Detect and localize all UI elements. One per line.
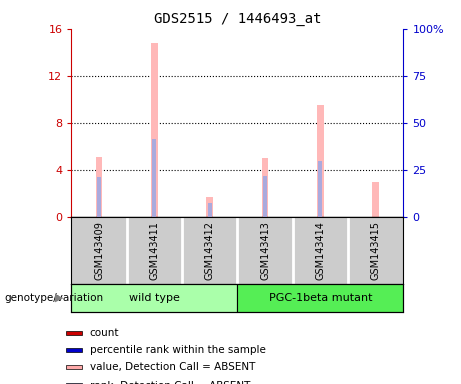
- Text: PGC-1beta mutant: PGC-1beta mutant: [269, 293, 372, 303]
- Bar: [263, 176, 267, 217]
- Text: rank, Detection Call = ABSENT: rank, Detection Call = ABSENT: [89, 381, 250, 384]
- Bar: [66, 331, 82, 336]
- Bar: [66, 383, 82, 384]
- Bar: [153, 139, 156, 217]
- Text: count: count: [89, 328, 119, 338]
- Text: GSM143412: GSM143412: [205, 221, 215, 280]
- Bar: [208, 203, 212, 217]
- Bar: [207, 197, 213, 217]
- Bar: [96, 157, 102, 217]
- Bar: [237, 284, 403, 312]
- Text: wild type: wild type: [129, 293, 180, 303]
- Bar: [319, 161, 322, 217]
- Bar: [151, 43, 158, 217]
- Text: GSM143415: GSM143415: [371, 221, 381, 280]
- Text: percentile rank within the sample: percentile rank within the sample: [89, 345, 266, 355]
- Bar: [66, 365, 82, 369]
- Bar: [71, 284, 237, 312]
- Bar: [97, 177, 101, 217]
- Text: GSM143409: GSM143409: [94, 221, 104, 280]
- Text: genotype/variation: genotype/variation: [5, 293, 104, 303]
- Bar: [372, 182, 379, 217]
- Bar: [262, 158, 268, 217]
- Text: GSM143413: GSM143413: [260, 221, 270, 280]
- Bar: [66, 348, 82, 353]
- Text: GSM143411: GSM143411: [149, 221, 160, 280]
- Title: GDS2515 / 1446493_at: GDS2515 / 1446493_at: [154, 12, 321, 26]
- Bar: [317, 105, 324, 217]
- Text: ▶: ▶: [55, 293, 64, 303]
- Text: value, Detection Call = ABSENT: value, Detection Call = ABSENT: [89, 362, 255, 372]
- Text: GSM143414: GSM143414: [315, 221, 325, 280]
